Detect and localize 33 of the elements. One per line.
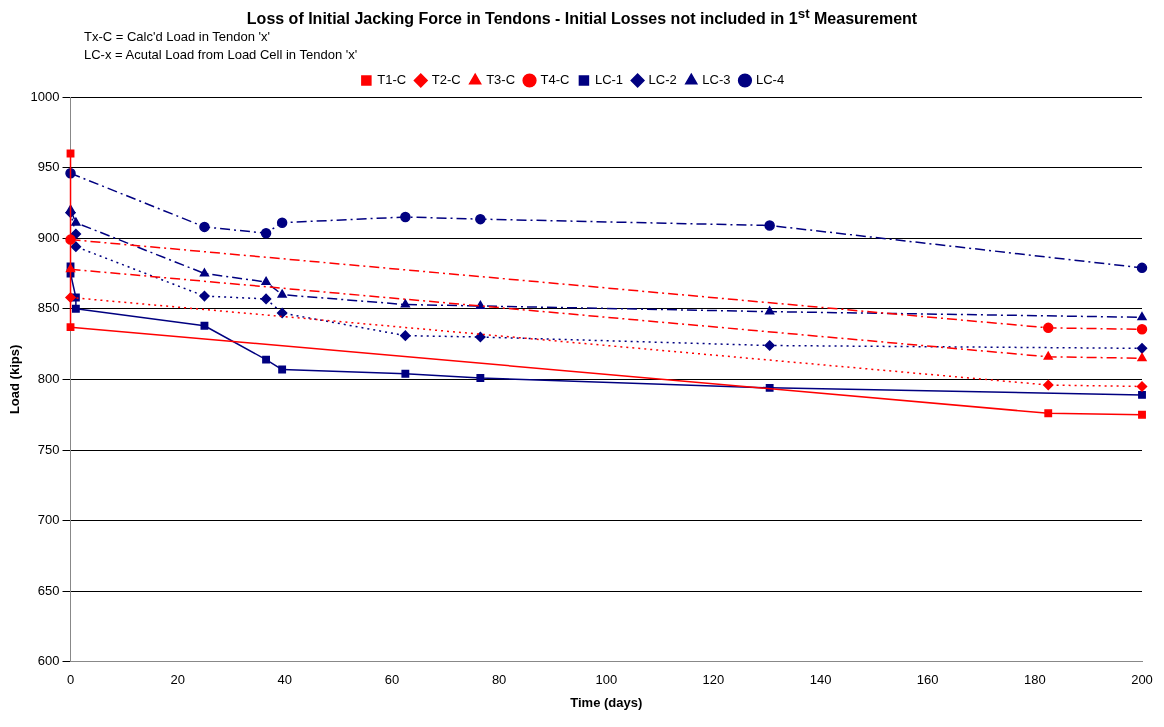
y-tick-label: 950 [37, 159, 60, 175]
y-tick-label: 800 [37, 371, 60, 387]
x-tick-label: 60 [384, 672, 400, 688]
legend-label: T1-C [377, 72, 407, 88]
x-tick-label: 40 [277, 672, 293, 688]
text: Tx-C = Calc'd Load in Tendon 'x' [84, 28, 272, 47]
y-axis-title: Load (kips) [7, 345, 23, 415]
y-tick-label: 1000 [30, 88, 60, 104]
legend-label: T4-C [540, 72, 570, 88]
y-tick-label: 650 [37, 583, 60, 599]
legend-label: LC-3 [702, 72, 731, 88]
legend-label: T2-C [431, 72, 461, 88]
x-axis-title: Time (days) [570, 695, 643, 711]
x-tick-label: 120 [702, 672, 725, 688]
x-tick-label: 200 [1131, 672, 1153, 688]
x-tick-label: 140 [809, 672, 832, 688]
chart-title: Loss of Initial Jacking Force in Tendons - Initial Losses not included in 1$^{st}$ Measurement [245, 6, 919, 29]
legend-label: LC-2 [648, 72, 677, 88]
x-tick-label: 20 [170, 672, 185, 688]
y-tick-label: 700 [37, 512, 60, 528]
x-tick-label: 180 [1024, 672, 1046, 688]
y-tick-label: 750 [37, 441, 60, 457]
legend-label: T3-C [486, 72, 516, 88]
x-tick-label: 160 [916, 672, 939, 688]
x-tick-label: 100 [595, 672, 618, 688]
x-tick-label: 0 [66, 672, 75, 688]
text: LC-x = Acutal Load from Load Cell in Tendon 'x' [84, 46, 359, 65]
legend-label: LC-4 [755, 72, 785, 88]
x-tick-label: 80 [491, 672, 507, 688]
y-tick-label: 900 [37, 230, 60, 246]
legend-label: LC-1 [594, 72, 624, 88]
y-tick-label: 850 [37, 300, 60, 316]
y-tick-label: 600 [37, 653, 60, 669]
